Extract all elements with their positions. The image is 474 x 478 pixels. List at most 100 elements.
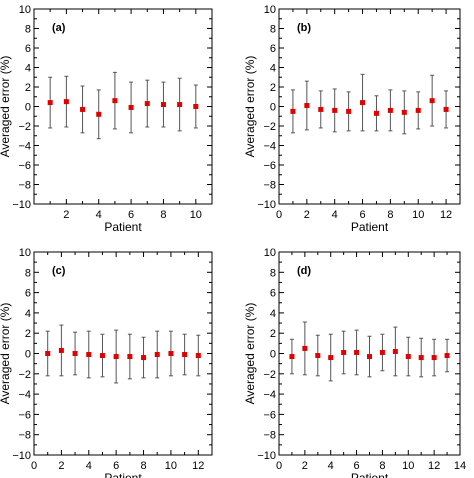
y-tick-label: −4 — [18, 389, 31, 401]
y-axis-label: Averaged error (%) — [243, 56, 257, 158]
data-point — [302, 345, 308, 351]
x-tick-label: 0 — [276, 460, 282, 472]
y-tick-label: 10 — [264, 4, 276, 16]
chart-panel-2: −10 −8 −6 −4 −2 0 2 4 6 8 10 0 2 4 6 8 10 12 Patient Averag… — [243, 4, 461, 234]
data-point — [195, 353, 201, 359]
y-tick-label: 0 — [270, 102, 276, 114]
panel-label: (b) — [297, 22, 311, 34]
data-point — [429, 98, 435, 104]
x-tick-label: 12 — [440, 209, 452, 221]
data-point — [405, 354, 411, 360]
x-tick-label: 10 — [402, 460, 414, 472]
data-point — [318, 106, 324, 112]
y-tick-label: 0 — [270, 349, 276, 361]
chart-panel-1: −10 −8 −6 −4 −2 0 2 4 6 8 10 2 4 6 8 10 Patient Averaged … — [0, 4, 213, 234]
x-tick-label: 4 — [332, 209, 338, 221]
x-tick-label: 4 — [96, 209, 102, 221]
data-point — [341, 349, 347, 355]
data-point — [328, 355, 334, 361]
x-tick-label: 4 — [86, 460, 92, 472]
x-tick-label: 10 — [190, 209, 202, 221]
y-axis-label: Averaged error (%) — [0, 303, 12, 405]
y-tick-label: −8 — [18, 180, 31, 192]
y-tick-label: −2 — [18, 369, 31, 381]
data-point — [72, 351, 78, 356]
y-tick-label: 8 — [25, 24, 31, 36]
y-tick-label: 6 — [25, 43, 31, 55]
data-point — [304, 103, 310, 109]
y-tick-label: 10 — [264, 247, 276, 259]
x-tick-label: 4 — [328, 460, 334, 472]
y-tick-label: 10 — [19, 247, 31, 259]
y-tick-label: 4 — [270, 63, 276, 75]
y-tick-label: 0 — [25, 102, 31, 114]
y-tick-label: 6 — [25, 288, 31, 300]
plot-frame — [33, 8, 213, 205]
y-tick-label: −6 — [263, 409, 276, 421]
y-tick-label: −6 — [18, 160, 31, 172]
x-tick-label: 10 — [412, 209, 424, 221]
data-point — [182, 352, 188, 358]
y-tick-label: 4 — [25, 308, 31, 320]
chart-panel-4: −10 −8 −6 −4 −2 0 2 4 6 8 10 0 2 4 6 8 10 12 14 Patient Aver… — [243, 247, 466, 478]
y-tick-label: 6 — [270, 288, 276, 300]
y-tick-label: 4 — [25, 63, 31, 75]
x-tick-label: 6 — [113, 460, 119, 472]
data-point — [401, 109, 407, 115]
y-tick-label: 2 — [270, 328, 276, 340]
data-point — [360, 100, 366, 106]
y-tick-label: −8 — [263, 430, 276, 442]
x-axis-label: Patient — [104, 471, 142, 478]
x-axis-label: Patient — [104, 220, 142, 234]
y-tick-label: 0 — [25, 349, 31, 361]
y-tick-label: −8 — [18, 430, 31, 442]
y-axis-label: Averaged error (%) — [0, 56, 12, 158]
x-tick-label: 6 — [359, 209, 365, 221]
x-tick-label: 14 — [454, 460, 466, 472]
x-tick-label: 0 — [31, 460, 37, 472]
y-tick-label: −10 — [12, 199, 31, 211]
y-tick-label: 8 — [270, 267, 276, 279]
data-point — [58, 347, 64, 353]
data-point — [113, 354, 119, 360]
x-axis-label: Patient — [351, 220, 389, 234]
y-tick-label: 6 — [270, 43, 276, 55]
data-point — [290, 108, 296, 114]
data-point — [392, 348, 398, 354]
y-tick-label: 8 — [270, 24, 276, 36]
data-point — [443, 106, 449, 112]
data-point — [96, 111, 102, 117]
y-tick-label: 8 — [25, 267, 31, 279]
x-tick-label: 6 — [354, 460, 360, 472]
x-tick-label: 2 — [302, 460, 308, 472]
x-tick-label: 2 — [63, 209, 69, 221]
data-point — [354, 349, 360, 355]
panel-label: (a) — [52, 22, 66, 34]
y-tick-label: −10 — [257, 199, 276, 211]
y-tick-label: −10 — [12, 450, 31, 462]
data-point — [154, 352, 160, 358]
data-point — [160, 102, 166, 108]
x-tick-label: 2 — [304, 209, 310, 221]
panel-label: (d) — [297, 265, 311, 277]
y-tick-label: −6 — [18, 409, 31, 421]
data-point — [80, 106, 86, 112]
y-tick-label: 2 — [270, 82, 276, 94]
y-tick-label: −4 — [263, 389, 276, 401]
y-tick-label: −2 — [18, 121, 31, 133]
x-tick-label: 2 — [58, 460, 64, 472]
data-point — [289, 354, 295, 360]
y-tick-label: 2 — [25, 82, 31, 94]
data-point — [112, 98, 118, 104]
y-tick-label: −10 — [257, 450, 276, 462]
data-point — [63, 99, 69, 105]
y-tick-label: −2 — [263, 369, 276, 381]
x-tick-label: 8 — [379, 460, 385, 472]
x-tick-label: 10 — [165, 460, 177, 472]
x-tick-label: 8 — [140, 460, 146, 472]
data-point — [168, 351, 174, 356]
data-point — [373, 110, 379, 116]
data-point — [379, 349, 385, 355]
y-tick-label: 2 — [25, 328, 31, 340]
data-point — [444, 353, 450, 359]
